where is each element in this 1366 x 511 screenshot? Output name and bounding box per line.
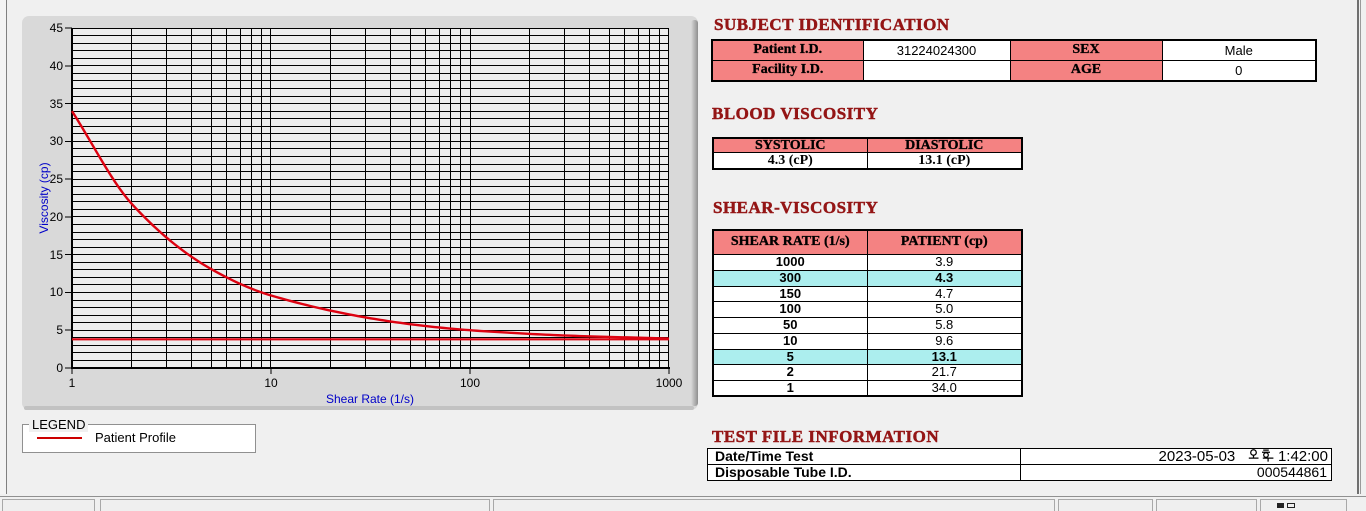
svg-text:Shear Rate (1/s): Shear Rate (1/s)	[326, 392, 414, 406]
svg-text:45: 45	[50, 21, 64, 35]
svg-text:Viscosity (cp): Viscosity (cp)	[37, 162, 51, 233]
svg-text:100: 100	[460, 376, 480, 390]
svg-text:10: 10	[264, 376, 278, 390]
svg-text:0: 0	[56, 361, 63, 375]
svg-text:35: 35	[50, 97, 64, 111]
svg-text:40: 40	[50, 59, 64, 73]
svg-text:30: 30	[50, 134, 64, 148]
svg-text:15: 15	[50, 248, 64, 262]
svg-text:20: 20	[50, 210, 64, 224]
svg-text:1000: 1000	[656, 376, 683, 390]
svg-text:25: 25	[50, 172, 64, 186]
svg-text:10: 10	[50, 285, 64, 299]
svg-text:5: 5	[56, 323, 63, 337]
svg-text:1: 1	[69, 376, 76, 390]
